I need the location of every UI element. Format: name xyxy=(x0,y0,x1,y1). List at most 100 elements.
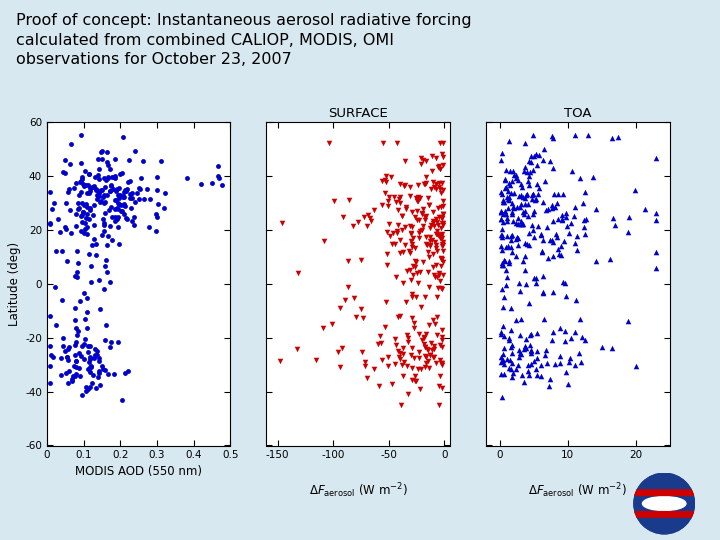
Point xyxy=(84,206,96,214)
Point xyxy=(117,191,129,200)
Point xyxy=(498,343,510,352)
Point xyxy=(436,361,448,369)
Point xyxy=(406,314,418,322)
Point xyxy=(503,204,514,212)
Point xyxy=(506,210,518,218)
Point xyxy=(495,215,507,224)
Point xyxy=(522,366,534,375)
Point xyxy=(505,232,517,241)
Point xyxy=(105,181,117,190)
Point xyxy=(110,186,122,195)
Point xyxy=(89,350,101,359)
Point xyxy=(495,207,507,216)
Point xyxy=(81,230,93,238)
Point xyxy=(357,314,369,322)
Point xyxy=(78,180,89,189)
Point xyxy=(104,222,116,231)
Point xyxy=(74,297,86,306)
Point xyxy=(102,148,113,157)
Point xyxy=(318,237,330,245)
Point xyxy=(513,361,524,369)
Text: Proof of concept: Instantaneous aerosol radiative forcing
calculated from combin: Proof of concept: Instantaneous aerosol … xyxy=(16,14,472,67)
Point xyxy=(433,401,445,409)
Point xyxy=(76,198,88,207)
Point xyxy=(109,204,121,213)
Point xyxy=(382,361,394,370)
Point xyxy=(498,210,509,219)
Point xyxy=(580,230,591,238)
Point xyxy=(521,335,532,343)
Point xyxy=(418,333,429,342)
Point xyxy=(435,261,446,270)
Point xyxy=(94,381,105,389)
Point xyxy=(604,255,616,264)
Point xyxy=(430,215,441,224)
Point xyxy=(94,165,105,173)
Point xyxy=(86,363,97,372)
Point xyxy=(94,197,106,206)
Point xyxy=(580,215,592,224)
Point xyxy=(495,230,507,239)
Point xyxy=(388,193,400,201)
Point xyxy=(45,350,57,359)
Point xyxy=(45,341,56,350)
Point xyxy=(495,353,507,361)
Point xyxy=(503,336,515,345)
Point xyxy=(72,205,84,213)
Point xyxy=(501,214,513,223)
Point xyxy=(434,233,446,242)
Point xyxy=(418,332,430,341)
Point xyxy=(428,345,439,354)
Point xyxy=(514,330,526,339)
Point xyxy=(417,156,428,164)
Point xyxy=(542,254,554,262)
Point xyxy=(436,255,448,264)
Point xyxy=(99,285,110,293)
Point xyxy=(520,280,531,289)
Point xyxy=(395,248,406,257)
Point xyxy=(83,188,94,197)
Point xyxy=(582,131,594,139)
Point xyxy=(48,353,59,361)
Point xyxy=(134,184,145,193)
Point xyxy=(428,271,440,279)
Point xyxy=(56,295,68,304)
Point xyxy=(114,200,125,208)
Point xyxy=(502,187,513,195)
Point xyxy=(415,153,427,162)
Point xyxy=(82,342,94,350)
Point xyxy=(114,191,125,200)
Point xyxy=(337,344,348,353)
Point xyxy=(392,229,403,238)
Point xyxy=(546,131,558,140)
Point xyxy=(60,225,71,233)
Point xyxy=(435,188,446,197)
Point xyxy=(505,303,517,312)
Point xyxy=(513,220,524,229)
Text: NASA: NASA xyxy=(647,498,681,509)
Point xyxy=(541,359,553,367)
Point xyxy=(142,185,153,193)
Point xyxy=(89,181,100,190)
Point xyxy=(516,183,528,192)
Point xyxy=(420,362,431,371)
Point xyxy=(501,354,513,363)
Point xyxy=(52,214,63,223)
Point xyxy=(510,174,522,183)
Point xyxy=(528,207,540,215)
Point xyxy=(274,357,286,366)
Point xyxy=(96,214,108,223)
Point xyxy=(555,242,567,251)
Point xyxy=(495,357,507,366)
Point xyxy=(609,221,621,230)
Point xyxy=(90,383,102,392)
Point xyxy=(402,390,413,399)
Point xyxy=(67,372,78,381)
Point xyxy=(432,284,444,292)
Point xyxy=(557,190,569,199)
Point xyxy=(412,197,423,205)
Point xyxy=(650,247,662,256)
Point xyxy=(128,220,140,229)
Point xyxy=(49,282,60,291)
Point xyxy=(535,372,546,381)
